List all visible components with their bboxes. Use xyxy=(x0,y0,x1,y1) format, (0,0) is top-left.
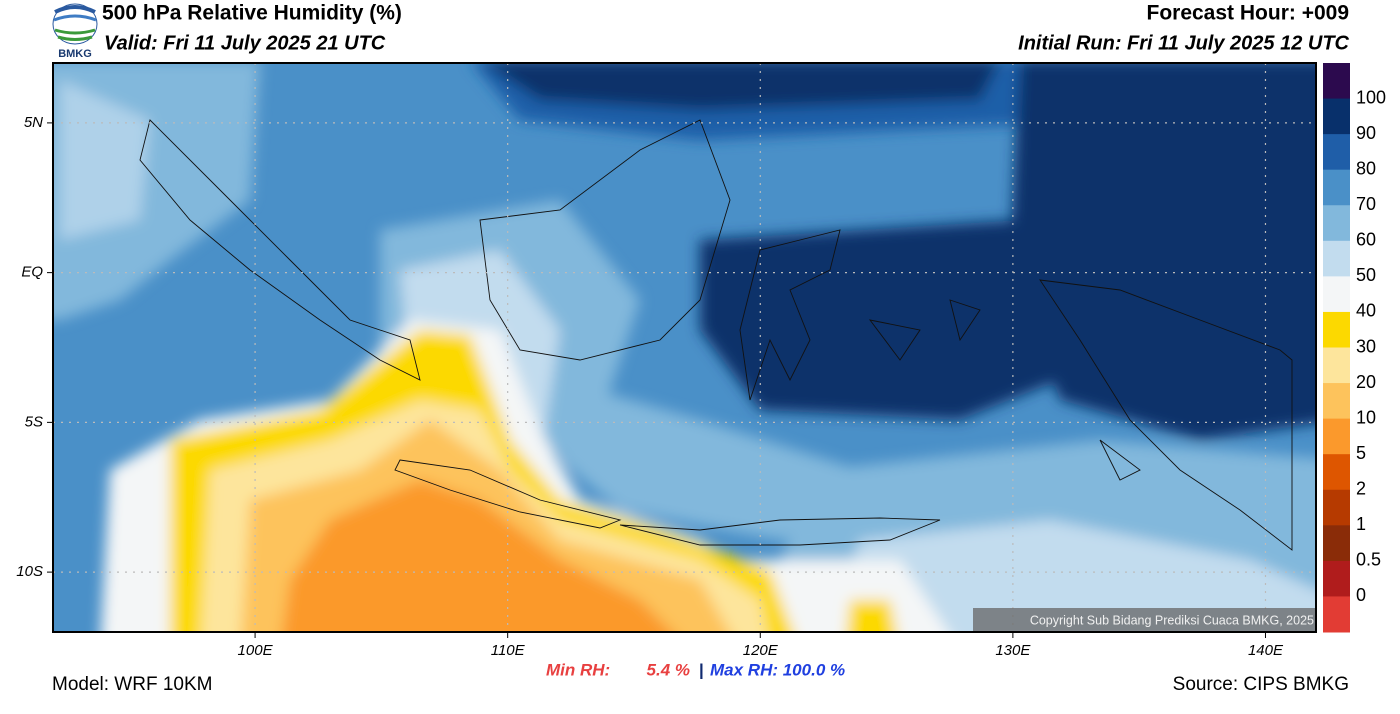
colorbar-box xyxy=(1323,63,1350,100)
colorbar-label: 40 xyxy=(1356,301,1376,321)
colorbar-box xyxy=(1323,205,1350,242)
y-tick-label: EQ xyxy=(21,264,43,281)
colorbar-label: 5 xyxy=(1356,443,1366,463)
min-rh-value: 5.4 % xyxy=(647,660,690,679)
colorbar-label: 0 xyxy=(1356,585,1366,605)
model: Model: WRF 10KM xyxy=(52,674,212,695)
colorbar-box xyxy=(1323,560,1350,597)
source: Source: CIPS BMKG xyxy=(1173,674,1349,695)
colorbar-box xyxy=(1323,276,1350,313)
colorbar-box xyxy=(1323,240,1350,277)
copyright: Copyright Sub Bidang Prediksi Cuaca BMKG… xyxy=(1030,613,1314,627)
colorbar-box xyxy=(1323,489,1350,526)
colorbar-label: 2 xyxy=(1356,479,1366,499)
colorbar-label: 80 xyxy=(1356,158,1376,178)
separator: | xyxy=(699,660,704,679)
title: 500 hPa Relative Humidity (%) xyxy=(102,2,402,25)
humidity-field: Copyright Sub Bidang Prediksi Cuaca BMKG… xyxy=(53,63,1316,632)
colorbar-box xyxy=(1323,525,1350,562)
colorbar-box xyxy=(1323,454,1350,491)
max-rh: Max RH: 100.0 % xyxy=(710,660,845,679)
colorbar-label: 70 xyxy=(1356,194,1376,214)
y-tick-label: 5S xyxy=(25,413,43,430)
map-frame xyxy=(52,62,1317,633)
colorbar-box xyxy=(1323,596,1350,633)
x-tick-label: 130E xyxy=(995,642,1031,659)
colorbar-box xyxy=(1323,383,1350,420)
forecast-hour: Forecast Hour: +009 xyxy=(1147,2,1350,25)
y-tick-label: 5N xyxy=(24,114,43,131)
colorbar-label: 60 xyxy=(1356,230,1376,250)
colorbar-label: 50 xyxy=(1356,265,1376,285)
colorbar: 100 90 80 70 60 50 40 30 20 10 5 2 1 0.5 0 xyxy=(1323,63,1386,633)
x-tick-label: 120E xyxy=(743,642,779,659)
logo-text: BMKG xyxy=(58,48,92,60)
colorbar-label: 1 xyxy=(1356,514,1366,534)
colorbar-box xyxy=(1323,311,1350,348)
colorbar-box xyxy=(1323,169,1350,206)
colorbar-label: 90 xyxy=(1356,123,1376,143)
colorbar-box xyxy=(1323,347,1350,384)
x-tick-label: 100E xyxy=(238,642,274,659)
colorbar-box xyxy=(1323,418,1350,455)
min-rh-label: Min RH: xyxy=(546,660,610,679)
colorbar-box xyxy=(1323,134,1350,171)
coastlines xyxy=(139,119,1293,551)
colorbar-box xyxy=(1323,98,1350,135)
initial-run: Initial Run: Fri 11 July 2025 12 UTC xyxy=(1018,32,1349,54)
y-tick-label: 10S xyxy=(16,563,43,580)
colorbar-label: 30 xyxy=(1356,336,1376,356)
x-tick-label: 110E xyxy=(491,642,526,659)
valid-time: Valid: Fri 11 July 2025 21 UTC xyxy=(104,32,386,54)
logo: BMKG xyxy=(52,3,98,60)
colorbar-label: 10 xyxy=(1356,407,1376,427)
colorbar-label: 100 xyxy=(1356,87,1386,107)
colorbar-label: 0.5 xyxy=(1356,550,1381,570)
x-tick-label: 140E xyxy=(1248,642,1284,659)
colorbar-label: 20 xyxy=(1356,372,1376,392)
